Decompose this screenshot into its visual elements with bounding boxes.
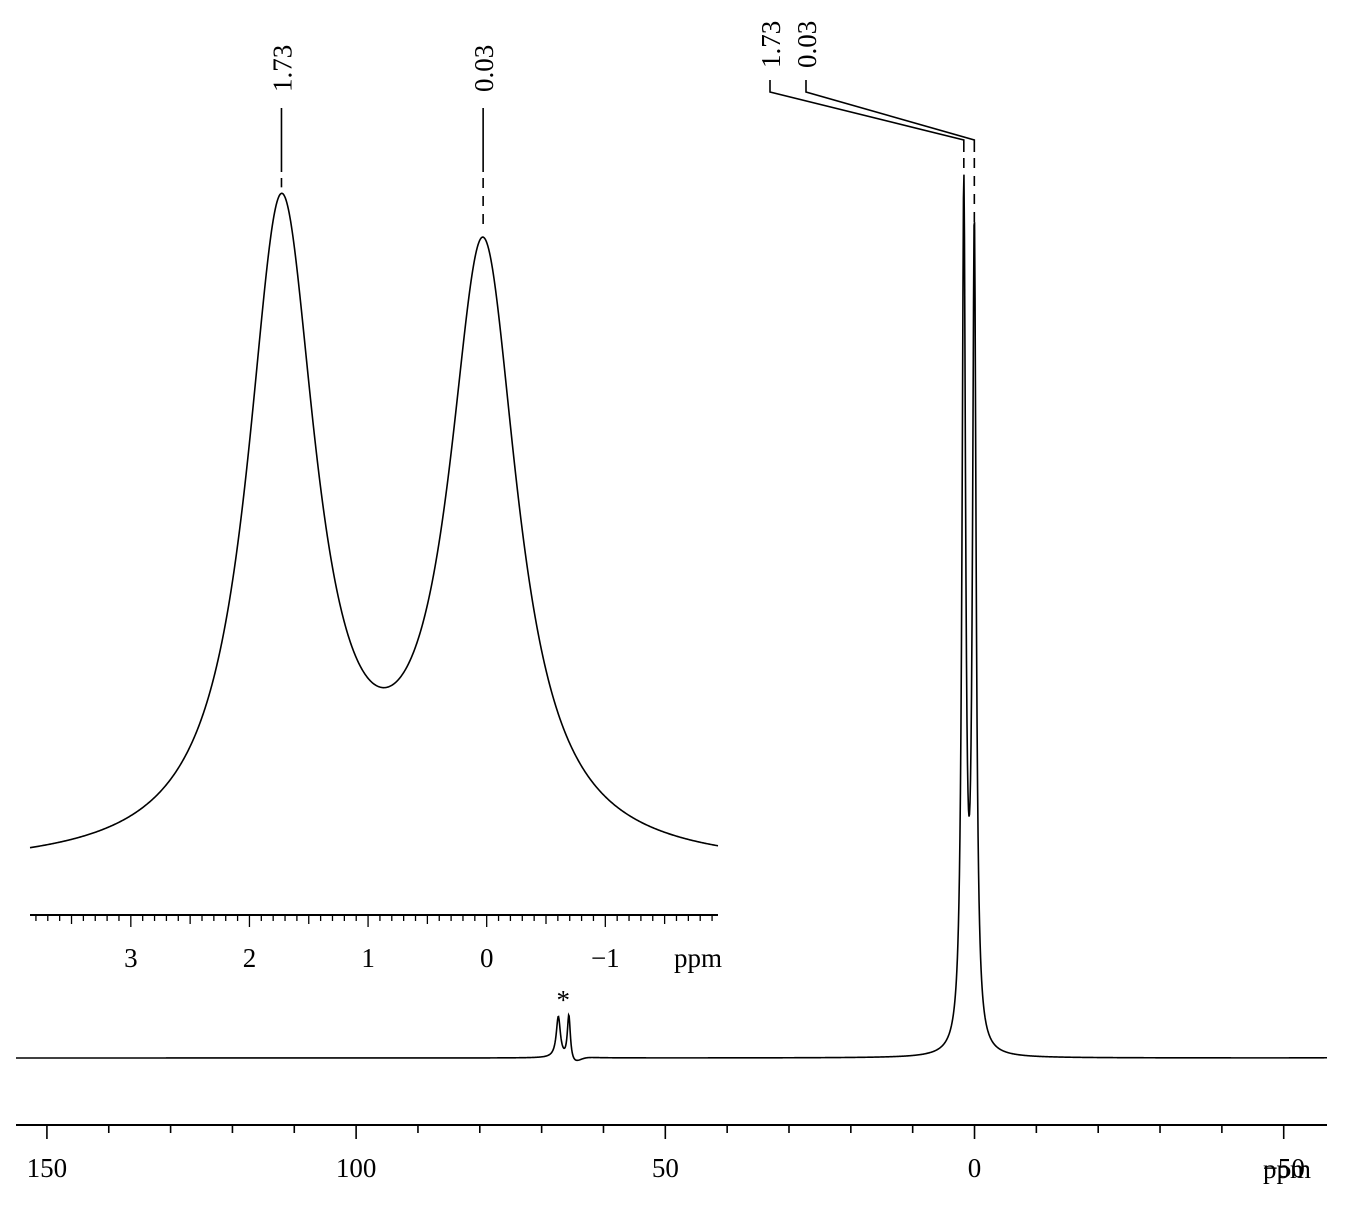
inset-x-tick-label: 0: [480, 943, 494, 973]
main-x-tick-label: 150: [27, 1153, 68, 1183]
impurity-asterisk: *: [557, 985, 571, 1015]
main-x-tick-label: −50: [1263, 1153, 1305, 1183]
main-spectrum-line: [16, 174, 1328, 1062]
main-x-tick-label: 100: [336, 1153, 377, 1183]
main-x-tick-label: 0: [968, 1153, 982, 1183]
main-peak-label-stem: [769, 80, 965, 152]
main-x-tick-label: 50: [652, 1153, 679, 1183]
inset-x-axis-label: ppm: [674, 943, 722, 973]
inset-x-tick-label: 2: [243, 943, 257, 973]
inset-peak-label: 0.03: [469, 45, 499, 92]
inset-x-tick-label: −1: [591, 943, 620, 973]
inset-spectrum-panel: 3 2 1 0 −1 ppm: [29, 192, 722, 973]
inset-spectrum-line: [29, 192, 719, 849]
main-peak-label-stem: [805, 80, 976, 152]
main-peak-label: 1.73: [756, 21, 786, 68]
main-x-axis-label: ppm: [1263, 1154, 1311, 1184]
peak-labels: 1.73 0.031.73 0.03: [267, 21, 976, 267]
inset-x-tick-label: 3: [124, 943, 138, 973]
main-peak-label: 0.03: [792, 21, 822, 68]
inset-x-tick-label: 1: [361, 943, 375, 973]
inset-peak-label: 1.73: [267, 45, 297, 92]
